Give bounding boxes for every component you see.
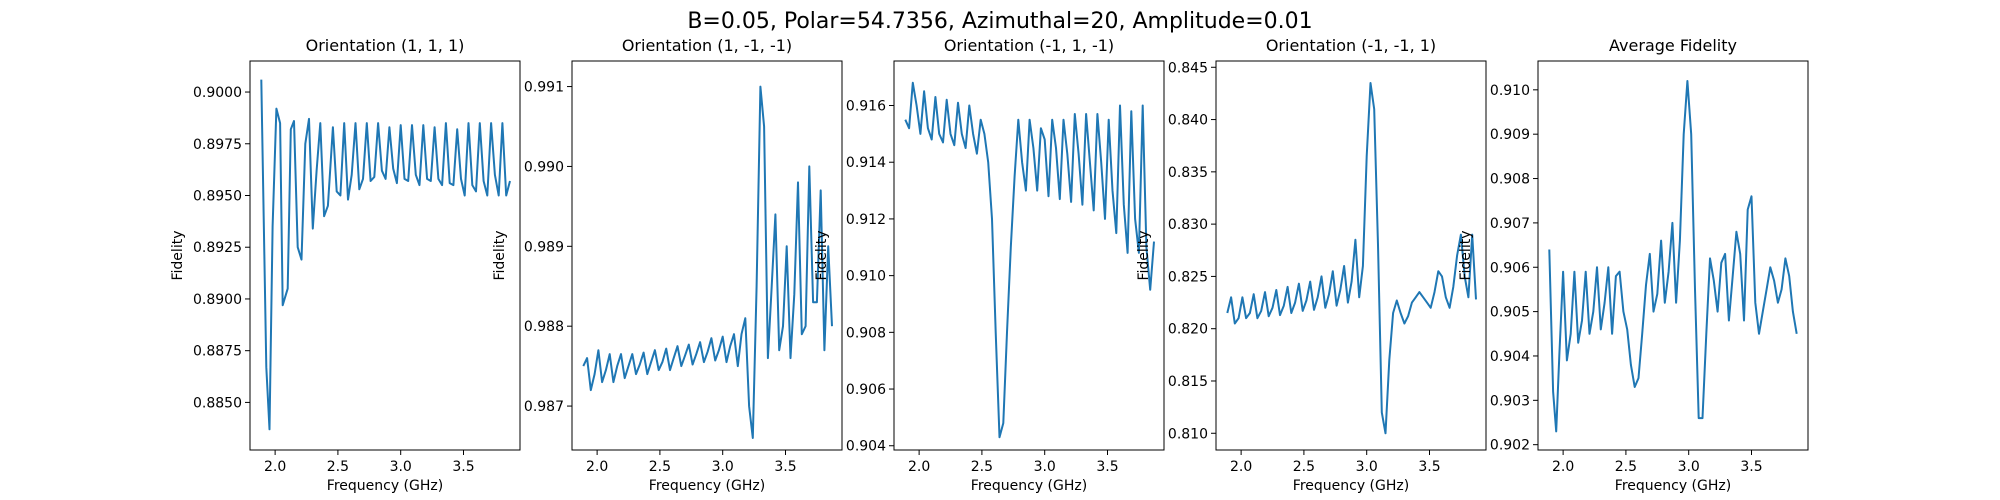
x-tick-label: 2.0 xyxy=(1552,459,1574,475)
x-tick-label: 2.5 xyxy=(971,459,993,475)
y-tick-label: 0.989 xyxy=(524,239,564,255)
x-tick-label: 3.0 xyxy=(712,459,734,475)
subplot-1: Orientation (1, 1, 1) 2.0 2.5 3.0 3.5 0.8850 0… xyxy=(170,36,521,494)
y-tick-label: 0.906 xyxy=(846,382,886,398)
x-axis-label: Frequency (GHz) xyxy=(1615,478,1731,494)
y-tick-label: 0.9000 xyxy=(193,85,242,101)
subplot-title: Average Fidelity xyxy=(1609,36,1737,55)
subplot-title: Orientation (1, 1, 1) xyxy=(306,36,465,55)
x-tick-label: 2.5 xyxy=(1293,459,1315,475)
y-tick-label: 0.8925 xyxy=(193,240,242,256)
axes-frame xyxy=(1215,60,1487,451)
subplot-2: Orientation (1, -1, -1) 2.0 2.5 3.0 3.5 0.987… xyxy=(492,36,843,494)
y-axis-label: Fidelity xyxy=(814,231,830,281)
y-tick-label: 0.8975 xyxy=(193,137,242,153)
figure-suptitle: B=0.05, Polar=54.7356, Azimuthal=20, Amp… xyxy=(687,9,1312,34)
y-tick-label: 0.902 xyxy=(1490,438,1530,454)
y-tick-label: 0.820 xyxy=(1168,322,1208,338)
axes-frame xyxy=(249,60,521,451)
y-tick-label: 0.908 xyxy=(1490,172,1530,188)
y-tick-label: 0.914 xyxy=(846,155,886,171)
x-axis-label: Frequency (GHz) xyxy=(327,478,443,494)
y-axis-label: Fidelity xyxy=(1458,231,1474,281)
series-line-1 xyxy=(260,79,511,431)
axes-frame xyxy=(571,60,843,451)
y-tick-label: 0.904 xyxy=(1490,349,1530,365)
x-tick-label: 2.0 xyxy=(1230,459,1252,475)
y-tick-label: 0.907 xyxy=(1490,216,1530,232)
x-tick-label: 3.0 xyxy=(1034,459,1056,475)
y-axis-label: Fidelity xyxy=(170,231,186,281)
y-tick-label: 0.991 xyxy=(524,80,564,96)
y-tick-label: 0.906 xyxy=(1490,260,1530,276)
subplot-title: Orientation (1, -1, -1) xyxy=(622,36,792,55)
x-tick-label: 3.5 xyxy=(774,459,796,475)
x-tick-label: 3.5 xyxy=(1740,459,1762,475)
x-tick-label: 3.0 xyxy=(1356,459,1378,475)
axes-frame xyxy=(893,60,1165,451)
x-tick-label: 3.0 xyxy=(390,459,412,475)
y-tick-label: 0.904 xyxy=(846,439,886,455)
y-tick-label: 0.910 xyxy=(1490,83,1530,99)
y-tick-label: 0.910 xyxy=(846,269,886,285)
y-tick-label: 0.830 xyxy=(1168,217,1208,233)
series-line-1 xyxy=(1548,80,1798,433)
y-tick-label: 0.8900 xyxy=(193,292,242,308)
y-tick-label: 0.988 xyxy=(524,319,564,335)
x-tick-label: 3.5 xyxy=(1418,459,1440,475)
series-line-1 xyxy=(1226,82,1477,435)
x-tick-label: 2.0 xyxy=(586,459,608,475)
y-axis-label: Fidelity xyxy=(492,231,508,281)
x-tick-label: 2.5 xyxy=(327,459,349,475)
series-line-1 xyxy=(904,81,1155,439)
y-tick-label: 0.987 xyxy=(524,399,564,415)
y-tick-label: 0.815 xyxy=(1168,374,1208,390)
series-line-1 xyxy=(582,85,833,439)
subplot-title: Orientation (-1, 1, -1) xyxy=(944,36,1114,55)
x-tick-label: 2.0 xyxy=(264,459,286,475)
x-tick-label: 2.0 xyxy=(908,459,930,475)
y-tick-label: 0.835 xyxy=(1168,165,1208,181)
x-tick-label: 3.5 xyxy=(452,459,474,475)
y-tick-label: 0.8875 xyxy=(193,344,242,360)
y-tick-label: 0.908 xyxy=(846,325,886,341)
subplot-title: Orientation (-1, -1, 1) xyxy=(1266,36,1436,55)
y-tick-label: 0.8850 xyxy=(193,395,242,411)
y-tick-label: 0.845 xyxy=(1168,60,1208,76)
axes-frame xyxy=(1537,60,1809,451)
subplot-5: Average Fidelity 2.0 2.5 3.0 3.5 0.902 0.903 0.… xyxy=(1458,36,1809,494)
y-tick-label: 0.912 xyxy=(846,212,886,228)
y-tick-label: 0.903 xyxy=(1490,393,1530,409)
x-axis-label: Frequency (GHz) xyxy=(1293,478,1409,494)
y-tick-label: 0.909 xyxy=(1490,127,1530,143)
subplot-4: Orientation (-1, -1, 1) 2.0 2.5 3.0 3.5 0.810… xyxy=(1136,36,1487,494)
y-tick-label: 0.840 xyxy=(1168,113,1208,129)
y-tick-label: 0.810 xyxy=(1168,426,1208,442)
x-tick-label: 3.0 xyxy=(1678,459,1700,475)
y-tick-label: 0.905 xyxy=(1490,305,1530,321)
x-tick-label: 2.5 xyxy=(649,459,671,475)
y-axis-label: Fidelity xyxy=(1136,231,1152,281)
subplot-3: Orientation (-1, 1, -1) 2.0 2.5 3.0 3.5 0.904… xyxy=(814,36,1165,494)
y-tick-label: 0.916 xyxy=(846,99,886,115)
x-tick-label: 3.5 xyxy=(1096,459,1118,475)
y-tick-label: 0.825 xyxy=(1168,269,1208,285)
x-axis-label: Frequency (GHz) xyxy=(971,478,1087,494)
x-tick-label: 2.5 xyxy=(1615,459,1637,475)
y-tick-label: 0.8950 xyxy=(193,188,242,204)
y-tick-label: 0.990 xyxy=(524,159,564,175)
x-axis-label: Frequency (GHz) xyxy=(649,478,765,494)
